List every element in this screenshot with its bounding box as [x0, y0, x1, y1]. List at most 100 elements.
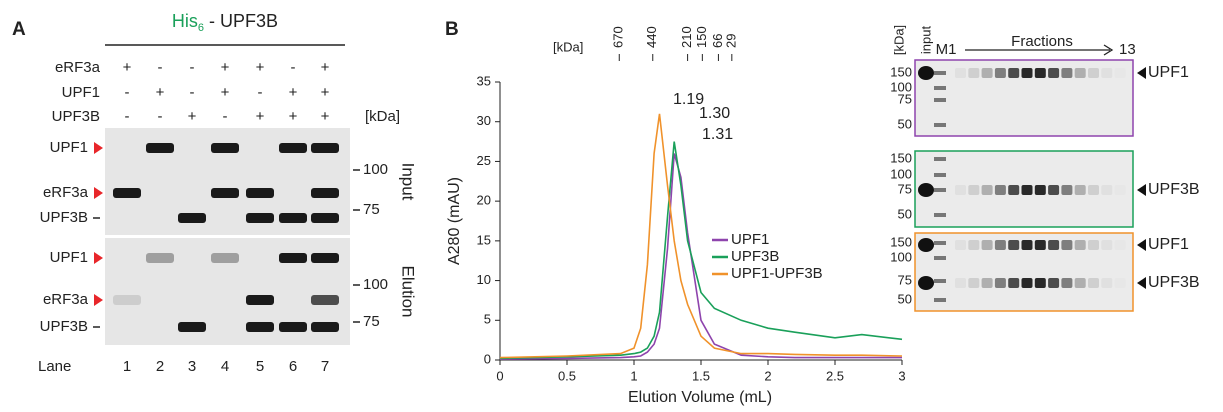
top-marker-label: 66 — [710, 34, 725, 48]
fraction-band — [994, 185, 1006, 195]
marker-label: 100 — [363, 276, 388, 293]
fraction-band — [968, 278, 980, 288]
input-band — [918, 183, 934, 197]
y-tick-label: 25 — [477, 153, 491, 168]
condition-label: eRF3a — [55, 59, 101, 76]
marker-label: 150 — [890, 64, 912, 79]
gel-band — [146, 253, 174, 263]
fraction-band — [1048, 68, 1060, 78]
band-label: UPF3B — [40, 209, 88, 226]
gel-band — [246, 188, 274, 198]
gel — [105, 238, 350, 345]
lane-number: 4 — [221, 358, 229, 375]
marker-label: 75 — [898, 181, 912, 196]
band-label: UPF3B — [1148, 181, 1200, 198]
condition-sign: - — [125, 108, 130, 125]
title-part: His — [172, 11, 198, 31]
y-tick-label: 5 — [484, 312, 491, 327]
ladder-band — [934, 188, 946, 192]
gel-band — [279, 213, 307, 223]
gel-band — [178, 213, 206, 223]
gel-side-label: Input — [399, 163, 418, 201]
lane-number: 5 — [256, 358, 264, 375]
marker-label: 50 — [898, 206, 912, 221]
fraction-band — [994, 68, 1006, 78]
band-arrow — [94, 187, 103, 199]
fractions-label: Fractions — [1011, 33, 1073, 50]
gel-band — [311, 213, 339, 223]
band-arrow — [94, 142, 103, 154]
top-marker-label: 150 — [694, 26, 709, 48]
gel-side-label: Elution — [399, 266, 418, 318]
condition-sign: + — [321, 108, 330, 125]
condition-label: UPF3B — [52, 108, 100, 125]
condition-sign: + — [289, 84, 298, 101]
panel-label: A — [12, 19, 26, 40]
top-marker-label: 210 — [679, 26, 694, 48]
y-tick-label: 10 — [477, 272, 491, 287]
last-fraction-label: 13 — [1119, 41, 1136, 58]
input-band — [918, 66, 934, 80]
band-arrow — [1137, 277, 1146, 289]
band-label: UPF3B — [40, 318, 88, 335]
marker-label: 75 — [898, 91, 912, 106]
condition-sign: - — [223, 108, 228, 125]
gel-band — [279, 143, 307, 153]
title-part: - UPF3B — [204, 11, 278, 31]
fraction-band — [1048, 185, 1060, 195]
gel-band — [311, 295, 339, 305]
condition-sign: + — [221, 84, 230, 101]
fraction-band — [1061, 240, 1073, 250]
x-tick-label: 2.5 — [826, 368, 844, 383]
x-tick-label: 3 — [898, 368, 905, 383]
gel-band — [146, 143, 174, 153]
fraction-band — [1115, 68, 1126, 78]
fraction-band — [1021, 185, 1033, 195]
band-arrow — [94, 252, 103, 264]
marker-label: 150 — [890, 234, 912, 249]
fraction-band — [1008, 68, 1020, 78]
fraction-band — [968, 240, 980, 250]
series-line — [499, 113, 903, 359]
y-tick-label: 35 — [477, 73, 491, 88]
fraction-band — [1021, 278, 1033, 288]
y-tick-label: 20 — [477, 193, 491, 208]
lane-number: 6 — [289, 358, 297, 375]
band-label: UPF1 — [50, 139, 88, 156]
kda-label: [kDa] — [365, 108, 400, 125]
lane-number: 2 — [156, 358, 164, 375]
band-label: UPF1 — [1148, 236, 1189, 253]
fraction-band — [1034, 240, 1046, 250]
panel-label: B — [445, 19, 459, 40]
band-label: UPF1 — [50, 249, 88, 266]
fraction-band — [955, 240, 966, 250]
lane-number: 1 — [123, 358, 131, 375]
condition-sign: + — [221, 59, 230, 76]
series-line — [499, 141, 903, 360]
fraction-band — [981, 185, 993, 195]
condition-sign: + — [123, 59, 132, 76]
gel-band — [311, 253, 339, 263]
input-band — [918, 238, 934, 252]
fraction-band — [1101, 185, 1113, 195]
ladder-band — [934, 123, 946, 127]
top-axis-label: [kDa] — [553, 39, 583, 54]
y-tick-label: 15 — [477, 232, 491, 247]
fraction-band — [981, 240, 993, 250]
condition-sign: + — [256, 59, 265, 76]
fraction-band — [994, 240, 1006, 250]
fraction-band — [1101, 240, 1113, 250]
marker-label: 75 — [898, 272, 912, 287]
band-label: UPF1 — [1148, 64, 1189, 81]
condition-sign: - — [190, 59, 195, 76]
fraction-band — [955, 68, 966, 78]
marker-lane-label: M1 — [936, 41, 957, 58]
fraction-band — [1074, 68, 1086, 78]
top-marker-label: 670 — [611, 26, 626, 48]
condition-sign: - — [158, 108, 163, 125]
legend-label: UPF1-UPF3B — [731, 265, 823, 282]
ladder-band — [934, 157, 946, 161]
fraction-band — [1008, 278, 1020, 288]
y-axis-label: A280 (mAU) — [446, 177, 463, 265]
ladder-band — [934, 256, 946, 260]
